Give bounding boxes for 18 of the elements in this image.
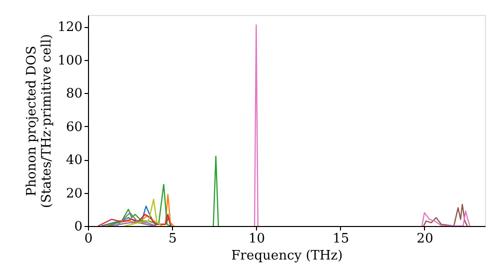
y-tick-label: 120 [58,20,82,36]
y-tick-label: 80 [66,86,82,102]
x-tick-label: 0 [84,232,93,246]
y-tick-label: 0 [74,220,82,234]
x-tick-label: 20 [416,232,434,246]
y-axis-title: Phonon projected DOS (States/THz·primitive cell) [24,34,55,208]
y-tick-label: 100 [58,53,82,68]
line-series [423,204,468,226]
y-tick-label: 40 [66,153,82,168]
x-tick-label: 15 [332,232,350,246]
line-series [124,198,163,226]
line-series [97,214,172,226]
x-tick-label: 10 [248,232,265,246]
x-axis-title: Frequency (THz) [231,248,343,264]
x-tick-label: 5 [168,232,177,246]
y-tick-label: 20 [66,186,82,202]
y-tick-label: 60 [66,120,82,135]
line-series [104,194,174,226]
